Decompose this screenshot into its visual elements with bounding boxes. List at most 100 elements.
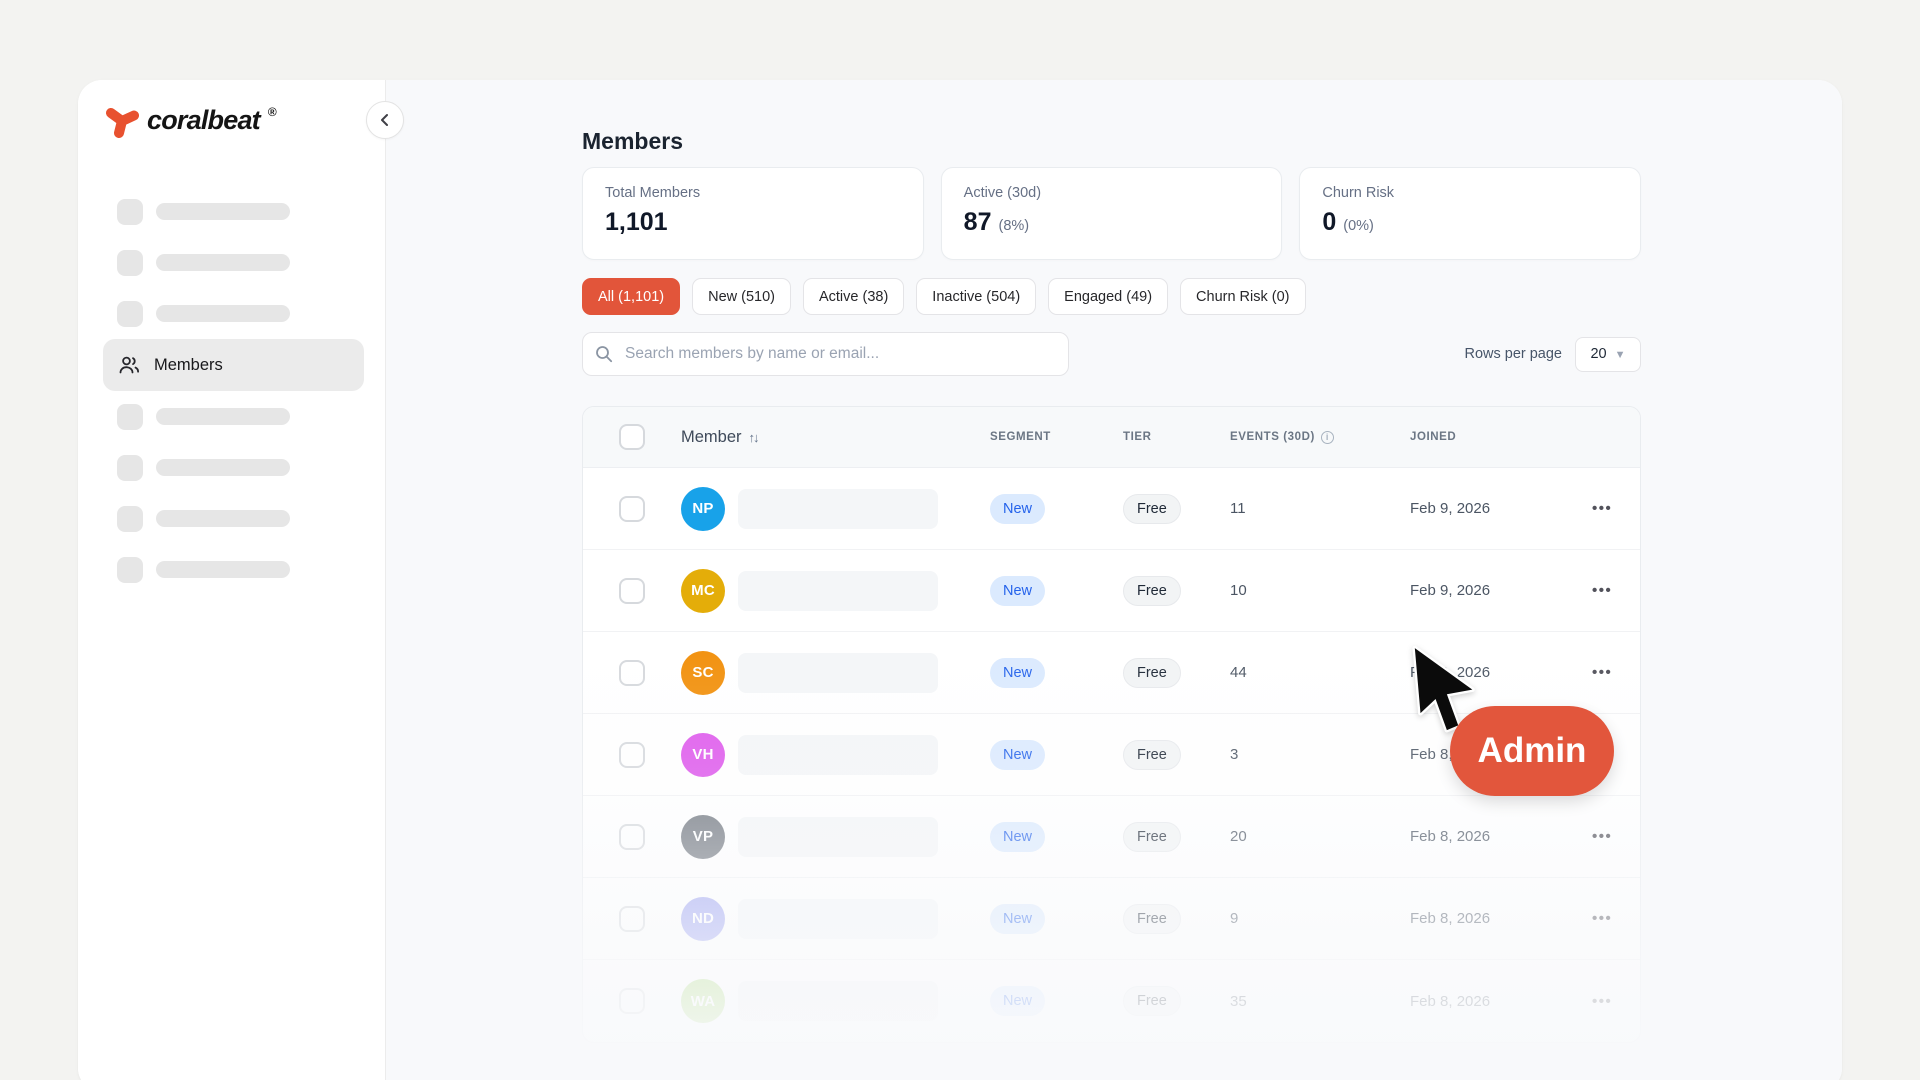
info-icon[interactable]: i [1320,430,1334,444]
row-actions-button[interactable]: ••• [1592,992,1613,1010]
column-header-member[interactable]: Member ↑↓ [681,428,990,447]
segment-cell: New [990,657,1123,688]
stat-value: 87 (8%) [963,208,1030,236]
tier-badge: Free [1123,657,1181,688]
users-icon [119,356,139,374]
filter-chip[interactable]: New (510) [692,278,791,315]
filter-chip[interactable]: All (1,101) [582,278,681,315]
sidebar-collapse-button[interactable] [366,101,404,139]
events-header-label: EVENTS (30D) [1230,431,1315,443]
skeleton-label [156,254,290,271]
sidebar: coralbeat ® [78,80,404,1080]
row-checkbox-cell [619,741,681,768]
chevron-down-icon: ▼ [1614,349,1626,361]
main-content: Members Total Members 1,101 Active (30d)… [386,80,1842,1080]
skeleton-label [156,408,290,425]
row-checkbox[interactable] [619,659,645,686]
search-icon [596,346,613,363]
avatar: SC [681,650,725,695]
tier-badge: Free [1123,986,1181,1016]
avatar: VH [681,732,725,777]
member-name-skeleton [738,898,938,939]
row-actions-button[interactable]: ••• [1592,746,1613,763]
row-checkbox[interactable] [619,905,645,932]
member-cell: ND [681,896,990,941]
member-name-skeleton [738,734,938,775]
joined-date: Feb 8, 2026 [1410,910,1491,927]
table-body: NP New Free 11 Feb 9, 2026 ••• [583,468,1640,1042]
joined-date: Feb 8, 2026 [1410,746,1491,763]
row-checkbox-cell [619,659,681,686]
skeleton-icon [117,403,143,430]
tier-badge: Free [1123,821,1181,852]
table-row: MC New Free 10 Feb 9, 2026 ••• [583,550,1640,632]
member-header-label: Member [681,427,742,446]
table-row: VP New Free 20 Feb 8, 2026 ••• [583,796,1640,878]
table-row: NP New Free 11 Feb 9, 2026 ••• [583,468,1640,550]
row-actions-button[interactable]: ••• [1592,910,1613,927]
row-actions-button[interactable]: ••• [1592,828,1613,845]
row-checkbox[interactable] [619,988,645,1014]
events-count: 9 [1230,910,1239,927]
brand-registered-mark: ® [267,105,277,119]
stat-sub-value: (0%) [1343,218,1374,234]
filter-chip[interactable]: Churn Risk (0) [1180,278,1306,315]
chevron-left-icon [381,114,388,126]
sidebar-skeleton-item [103,442,364,493]
skeleton-icon [117,454,143,481]
segment-cell: New [990,575,1123,606]
member-cell: NP [681,486,990,531]
member-cell: SC [681,650,990,695]
stat-card: Active (30d) 87 (8%) [940,167,1283,260]
table-header-row: Member ↑↓ SEGMENT TIER EVENTS (30D) i JO… [583,407,1640,468]
skeleton-icon [117,505,143,532]
skeleton-icon [117,198,143,225]
rows-per-page-value: 20 [1590,346,1607,362]
sort-icon[interactable]: ↑↓ [748,429,760,445]
sidebar-item-members[interactable]: Members [103,339,364,391]
joined-date: Feb 8, 2026 [1410,828,1491,845]
sidebar-skeleton-group-top [103,186,364,339]
events-count: 20 [1230,828,1247,845]
sidebar-skeleton-item [103,493,364,544]
filter-chip[interactable]: Engaged (49) [1048,278,1169,315]
tier-cell: Free [1123,739,1230,770]
segment-badge: New [990,986,1046,1016]
stat-value: 1,101 [605,208,668,236]
skeleton-icon [117,556,143,583]
table-row: VH New Free 3 Feb 8, 2026 ••• [583,714,1640,796]
rows-per-page-select[interactable]: 20 ▼ [1575,336,1641,372]
avatar: ND [681,896,725,941]
table-row: ND New Free 9 Feb 8, 2026 ••• [583,878,1640,960]
search-box [582,332,1069,376]
row-checkbox-cell [619,823,681,850]
row-actions-button[interactable]: ••• [1592,500,1613,517]
row-actions-button[interactable]: ••• [1592,582,1613,599]
brand-name: coralbeat [147,104,261,135]
filter-chip[interactable]: Inactive (504) [916,278,1037,315]
sidebar-skeleton-item [103,288,364,339]
events-count: 44 [1230,664,1247,681]
segment-badge: New [990,575,1046,606]
row-actions-button[interactable]: ••• [1592,664,1613,681]
member-name-skeleton [738,652,938,693]
segment-cell: New [990,821,1123,852]
member-cell: WA [681,979,990,1023]
select-all-checkbox[interactable] [619,424,645,450]
member-cell: VP [681,814,990,859]
filter-chip[interactable]: Active (38) [802,278,905,315]
avatar: NP [681,486,725,531]
stat-cards: Total Members 1,101 Active (30d) 87 (8%) … [582,167,1642,260]
sidebar-skeleton-item [103,544,364,595]
stat-label: Churn Risk [1322,185,1395,201]
row-checkbox[interactable] [619,741,645,768]
row-checkbox[interactable] [619,577,645,604]
row-checkbox[interactable] [619,823,645,850]
skeleton-label [156,459,290,476]
table-row: SC New Free 44 Feb 9, 2026 ••• [583,632,1640,714]
row-checkbox[interactable] [619,495,645,522]
tier-badge: Free [1123,493,1181,524]
page-title: Members [582,128,683,154]
stat-card: Total Members 1,101 [582,167,924,260]
search-input[interactable] [582,332,1069,376]
